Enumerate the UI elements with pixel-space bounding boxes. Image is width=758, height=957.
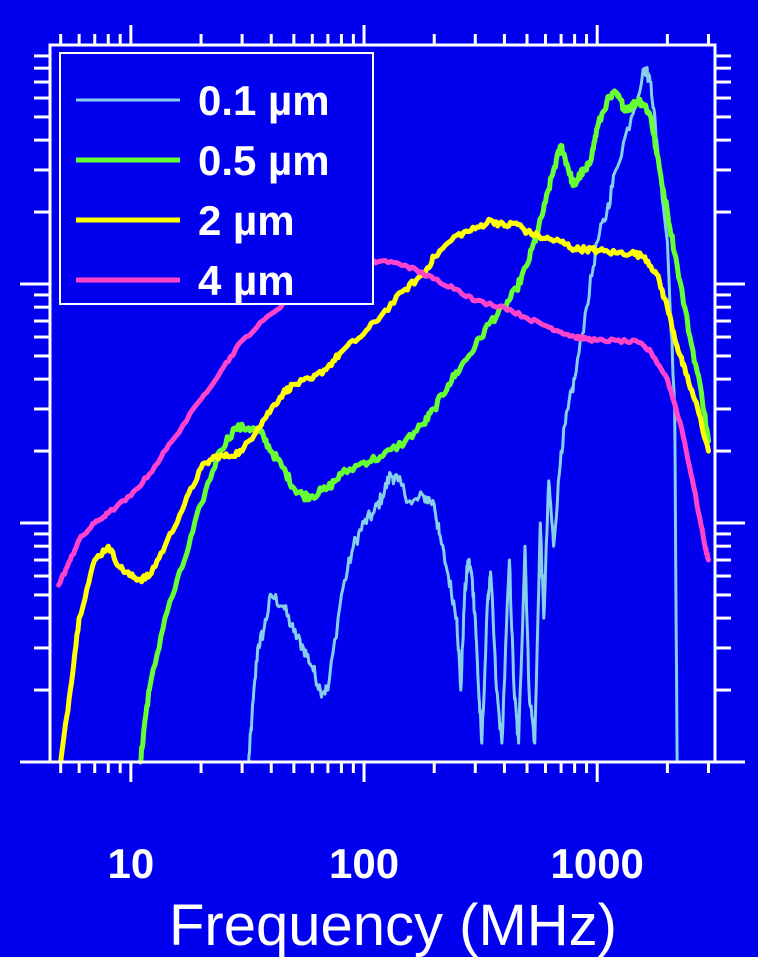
legend: 0.1 µm 0.5 µm 2 µm 4 µm: [59, 52, 374, 305]
x-tick-labels: 10 100 1000: [108, 840, 644, 887]
legend-box: [59, 52, 374, 305]
x-tick-label: 1000: [550, 840, 643, 887]
legend-label: 4 µm: [198, 257, 295, 304]
legend-label: 0.5 µm: [198, 137, 330, 184]
x-axis-title: Frequency (MHz): [169, 893, 617, 957]
series-group: [56, 65, 711, 765]
series-line: [56, 258, 711, 588]
series-line: [58, 216, 711, 765]
x-tick-label: 100: [329, 840, 399, 887]
legend-label: 0.1 µm: [198, 77, 330, 124]
x-tick-label: 10: [108, 840, 155, 887]
legend-items: 0.1 µm 0.5 µm 2 µm 4 µm: [76, 77, 330, 304]
axis-ticks: [20, 25, 745, 782]
series-line: [247, 65, 679, 764]
legend-label: 2 µm: [198, 197, 295, 244]
plot-frame: [48, 43, 717, 764]
